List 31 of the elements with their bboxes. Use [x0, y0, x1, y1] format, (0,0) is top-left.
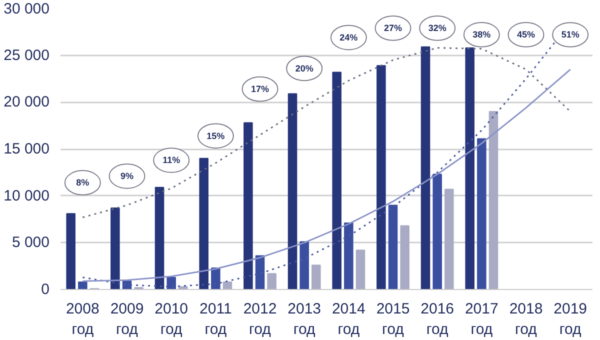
annotation: 24% [340, 32, 358, 43]
y-tick-label: 15 000 [4, 140, 50, 158]
y-tick-label: 10 000 [4, 187, 50, 204]
x-tick-label: 2017 год [464, 300, 498, 338]
annotation: 32% [428, 23, 446, 34]
x-tick-label: 2019 год [554, 300, 588, 338]
annotation: 9% [120, 171, 134, 182]
x-tick-label: 2008 год [66, 300, 100, 338]
annotation: 17% [250, 84, 270, 94]
x-tick-label: 2010 год [154, 300, 188, 338]
annotation: 38% [472, 30, 491, 40]
annotation: 15% [206, 130, 225, 141]
annotation: 8% [76, 178, 90, 188]
annotation: 27% [384, 23, 402, 34]
x-tick-label: 2011 год [200, 300, 232, 338]
x-tick-label: 2018 год [509, 300, 543, 338]
x-tick-label: 2013 год [288, 300, 322, 338]
annotation: 45% [516, 30, 536, 40]
x-tick-label: 2014 год [332, 300, 366, 338]
annotation: 51% [561, 30, 580, 40]
annotation: 20% [295, 63, 314, 74]
annotation: 11% [162, 155, 180, 166]
y-tick-label: 5 000 [12, 234, 50, 252]
y-tick-label: 0 [41, 281, 50, 298]
y-tick-label: 30 000 [4, 0, 50, 18]
x-tick-label: 2012 год [243, 300, 277, 338]
y-tick-label: 20 000 [4, 94, 50, 111]
x-tick-label: 2009 год [110, 300, 144, 338]
x-tick-label: 2016 год [420, 300, 454, 338]
y-tick-label: 25 000 [4, 46, 50, 64]
x-tick-label: 2015 год [376, 300, 410, 338]
